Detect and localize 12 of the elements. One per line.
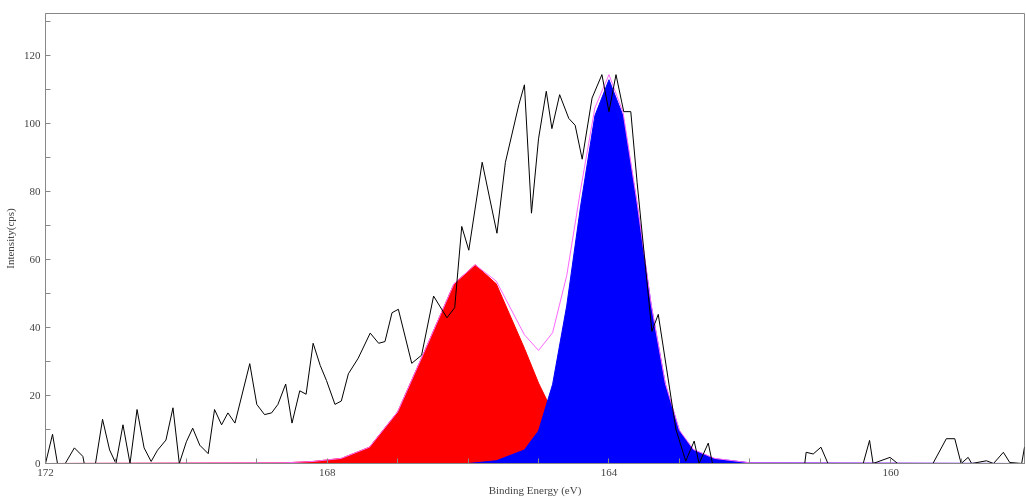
y-tick-label: 80 bbox=[29, 185, 41, 198]
y-tick-label: 40 bbox=[29, 321, 41, 334]
x-tick-label: 160 bbox=[882, 465, 900, 478]
y-tick-label: 60 bbox=[29, 253, 41, 266]
x-tick-label: 164 bbox=[600, 465, 618, 478]
y-tick-label: 100 bbox=[24, 117, 41, 130]
y-tick-label: 20 bbox=[29, 389, 41, 402]
y-tick-label: 0 bbox=[35, 457, 41, 469]
y-axis-title: Intensity(cps) bbox=[4, 207, 17, 269]
x-tick-label: 168 bbox=[318, 465, 336, 478]
x-axis-title: Binding Energy (eV) bbox=[488, 483, 582, 497]
y-tick-label: 120 bbox=[24, 49, 41, 62]
